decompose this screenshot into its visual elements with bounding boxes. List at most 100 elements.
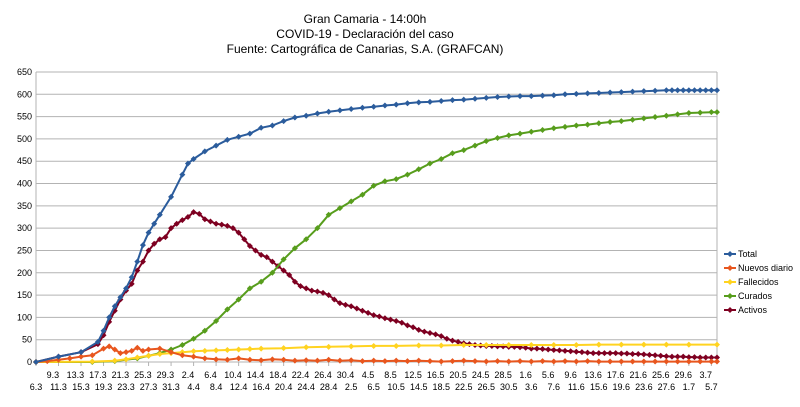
data-point: [714, 341, 720, 348]
y-tick-label: 400: [17, 179, 32, 189]
data-point: [607, 89, 614, 96]
data-point: [179, 342, 186, 349]
data-point: [426, 330, 433, 336]
data-point: [618, 358, 625, 365]
data-point: [714, 87, 720, 94]
data-point: [297, 283, 304, 290]
data-point: [528, 345, 535, 352]
data-point: [314, 110, 321, 117]
legend-item: Activos: [724, 305, 768, 315]
data-point: [336, 107, 343, 114]
data-point: [635, 350, 642, 357]
x-tick-label: 21.3: [112, 370, 130, 380]
data-point: [618, 350, 625, 357]
data-point: [94, 338, 101, 345]
data-point: [421, 328, 428, 335]
data-point: [494, 135, 501, 142]
data-point: [376, 313, 383, 320]
data-point: [618, 118, 625, 125]
data-point: [291, 357, 298, 364]
data-point: [139, 242, 146, 249]
data-point: [528, 342, 535, 349]
data-point: [201, 327, 208, 334]
data-point: [517, 358, 524, 365]
x-tick-label: 16.4: [252, 382, 270, 392]
data-point: [674, 353, 681, 360]
data-point: [562, 347, 569, 354]
data-point: [168, 193, 175, 200]
y-tick-label: 50: [22, 335, 32, 345]
x-tick-label: 31.3: [162, 382, 180, 392]
data-point: [708, 354, 715, 361]
x-tick-label: 25.6: [652, 370, 670, 380]
data-point: [663, 353, 670, 360]
data-point: [680, 87, 687, 94]
legend-label: Nuevos diario: [738, 263, 793, 273]
x-tick-label: 12.5: [404, 370, 422, 380]
y-tick-label: 0: [27, 357, 32, 367]
data-point: [336, 205, 343, 212]
data-point: [505, 132, 512, 139]
x-tick-label: 11.3: [50, 382, 67, 392]
data-point: [438, 358, 445, 365]
data-point: [404, 322, 411, 329]
data-point: [134, 344, 141, 351]
data-point: [381, 358, 388, 365]
y-tick-label: 250: [17, 245, 32, 255]
data-point: [286, 272, 293, 278]
data-point: [652, 358, 659, 365]
x-tick-label: 18.5: [432, 382, 450, 392]
data-point: [573, 122, 580, 129]
data-point: [145, 346, 152, 353]
data-point: [263, 254, 270, 261]
data-point: [201, 216, 208, 223]
data-point: [449, 97, 456, 104]
data-point: [168, 349, 175, 356]
data-point: [607, 358, 614, 365]
data-point: [235, 346, 242, 353]
data-point: [201, 355, 208, 362]
data-point: [618, 89, 625, 96]
data-point: [584, 121, 591, 128]
data-point: [505, 93, 512, 100]
data-point: [471, 142, 478, 149]
data-point: [601, 350, 608, 357]
data-point: [303, 344, 310, 351]
data-point: [111, 357, 118, 364]
data-point: [483, 342, 490, 349]
series-total: [33, 87, 720, 365]
data-point: [207, 218, 214, 225]
data-point: [528, 93, 535, 100]
data-point: [550, 346, 557, 353]
data-point: [573, 358, 580, 365]
data-point: [365, 309, 372, 316]
legend: Total Nuevos diario Fallecidos Curados Activ…: [724, 249, 793, 315]
data-point: [714, 109, 720, 116]
data-point: [640, 115, 647, 122]
data-point: [269, 258, 276, 265]
data-point: [629, 88, 636, 95]
data-point: [348, 343, 355, 350]
data-point: [393, 342, 400, 349]
legend-label: Activos: [738, 305, 768, 315]
gridlines: [35, 71, 718, 363]
data-point: [55, 353, 62, 360]
data-point: [196, 210, 203, 217]
data-point: [314, 288, 321, 295]
data-point: [280, 256, 287, 263]
x-tick-label: 6.5: [367, 382, 380, 392]
data-point: [455, 338, 462, 345]
x-tick-label: 22.4: [292, 370, 310, 380]
data-point: [224, 346, 231, 353]
data-point: [584, 90, 591, 97]
data-point: [370, 182, 377, 189]
data-point: [663, 341, 670, 348]
data-point: [325, 292, 332, 299]
data-point: [556, 347, 563, 354]
x-tick-label: 14.5: [410, 382, 428, 392]
data-point: [438, 98, 445, 104]
data-point: [595, 341, 602, 348]
data-point: [258, 251, 265, 258]
data-point: [151, 220, 158, 227]
data-point: [291, 245, 298, 252]
